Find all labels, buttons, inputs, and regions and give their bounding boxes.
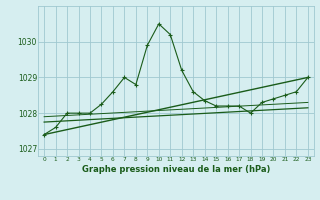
X-axis label: Graphe pression niveau de la mer (hPa): Graphe pression niveau de la mer (hPa)	[82, 165, 270, 174]
